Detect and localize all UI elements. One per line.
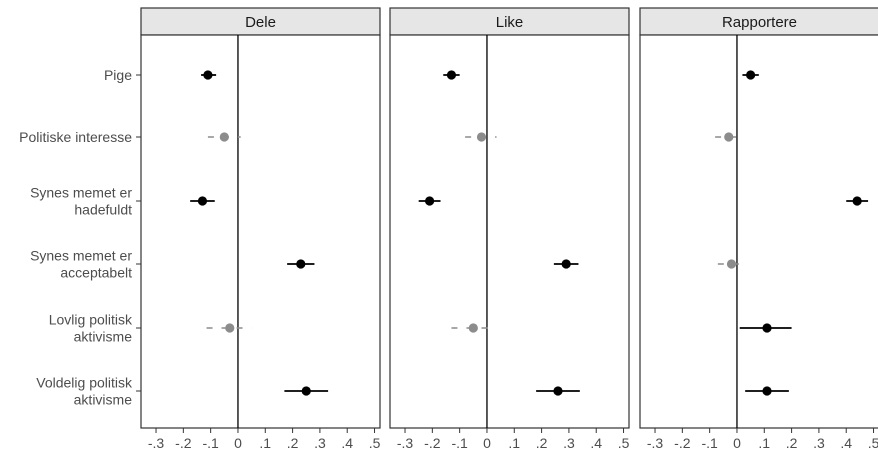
x-tick-label: .1 xyxy=(758,435,770,451)
point-estimate xyxy=(561,259,571,269)
point-estimate xyxy=(446,70,457,80)
row-label: Synes memet er xyxy=(30,185,132,201)
x-tick-label: 0 xyxy=(234,435,242,451)
facet-strip-label: Dele xyxy=(245,14,276,31)
x-tick-label: -.3 xyxy=(397,435,414,451)
facet-panel-dele: Dele -.3 -.2 -.1 0 .1 .2 .3 .4 .5 xyxy=(140,7,381,451)
point-estimate xyxy=(762,323,772,333)
x-tick-label: -.2 xyxy=(175,435,192,451)
x-tick-label: -.2 xyxy=(424,435,441,451)
x-tick-label: .4 xyxy=(590,435,602,451)
x-tick-label: .1 xyxy=(508,435,520,451)
row-label: aktivisme xyxy=(74,392,133,408)
point-estimate xyxy=(553,386,563,396)
facet-panel-rapportere: Rapportere -.3 -.2 -.1 0 .1 .2 .3 .4 .5 xyxy=(639,7,878,451)
point-estimate xyxy=(425,196,435,206)
row-label: Voldelig politisk xyxy=(36,375,133,391)
x-tick-label: -.3 xyxy=(647,435,664,451)
facet-strip xyxy=(389,7,630,36)
x-tick-label: .3 xyxy=(314,435,326,451)
point-estimate xyxy=(724,132,734,142)
point-estimate xyxy=(225,323,235,333)
facet-panels: Dele -.3 -.2 -.1 0 .1 .2 .3 .4 .5 Like -.3 -.2 -.1 0 .1… xyxy=(140,7,878,451)
point-estimate xyxy=(762,386,772,396)
row-label: acceptabelt xyxy=(60,265,132,281)
point-estimate xyxy=(726,259,737,269)
row-label: hadefuldt xyxy=(74,202,132,218)
row-label: Politiske interesse xyxy=(19,129,132,145)
point-estimate xyxy=(301,386,311,396)
x-tick-label: .5 xyxy=(369,435,381,451)
x-tick-label: .3 xyxy=(813,435,825,451)
point-estimate xyxy=(219,132,229,142)
x-tick-label: -.2 xyxy=(674,435,691,451)
x-tick-label: -.1 xyxy=(451,435,468,451)
x-tick-label: .2 xyxy=(536,435,548,451)
point-estimate xyxy=(197,196,208,206)
x-tick-label: 0 xyxy=(733,435,741,451)
facet-strip-label: Like xyxy=(496,14,524,31)
x-tick-label: -.1 xyxy=(701,435,718,451)
plot-area xyxy=(140,34,381,429)
point-estimate xyxy=(746,70,756,80)
x-tick-label: .5 xyxy=(618,435,630,451)
point-estimate xyxy=(476,132,487,142)
x-tick-label: .4 xyxy=(341,435,353,451)
x-tick-label: -.3 xyxy=(148,435,165,451)
plot-area xyxy=(639,34,878,429)
point-estimate xyxy=(296,259,306,269)
x-tick-label: .4 xyxy=(840,435,852,451)
facet-strip-label: Rapportere xyxy=(722,14,797,31)
x-tick-label: -.1 xyxy=(202,435,219,451)
x-tick-label: 0 xyxy=(483,435,491,451)
x-tick-label: .2 xyxy=(287,435,299,451)
x-tick-label: .2 xyxy=(786,435,798,451)
x-tick-label: .1 xyxy=(259,435,271,451)
x-tick-label: .5 xyxy=(868,435,878,451)
facet-panel-like: Like -.3 -.2 -.1 0 .1 .2 .3 .4 .5 xyxy=(389,7,630,451)
facet-strip xyxy=(639,7,878,36)
point-estimate xyxy=(468,323,478,333)
row-label: Lovlig politisk xyxy=(49,312,133,328)
row-label: Synes memet er xyxy=(30,248,132,264)
plot-area xyxy=(389,34,630,429)
row-label: Pige xyxy=(104,67,132,83)
row-label: aktivisme xyxy=(74,329,133,345)
x-tick-label: .3 xyxy=(563,435,575,451)
point-estimate xyxy=(852,196,862,206)
point-estimate xyxy=(203,70,213,80)
